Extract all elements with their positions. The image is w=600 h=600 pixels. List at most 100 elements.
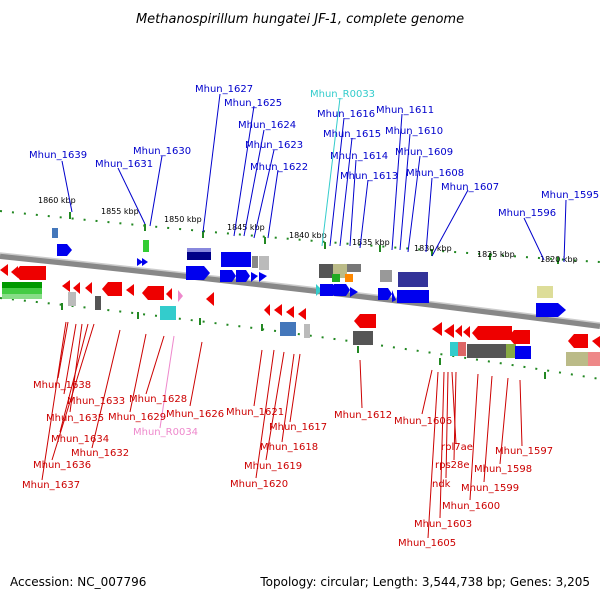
genome-backbone xyxy=(0,253,600,329)
gene-label: Mhun_1628 xyxy=(129,394,187,405)
gene-label: Mhun_1606 xyxy=(394,416,452,427)
gene-feature xyxy=(515,346,531,359)
gene-feature xyxy=(458,342,466,356)
gene-arrow xyxy=(0,264,8,276)
gene-feature xyxy=(397,290,429,303)
minus-strand-features xyxy=(0,264,600,366)
gene-label: Mhun_1639 xyxy=(29,150,87,161)
gene-label: Mhun_1619 xyxy=(244,461,302,472)
kbp-tick-labels: 1860 kbp 1855 kbp 1850 kbp 1845 kbp 1840… xyxy=(38,196,578,264)
gene-label: rps28e xyxy=(435,460,470,471)
gene-arrow xyxy=(472,326,512,340)
gene-label: Mhun_1605 xyxy=(398,538,456,549)
gene-label: Mhun_1635 xyxy=(46,413,104,424)
gene-arrow xyxy=(57,244,72,256)
topology-text: Topology: circular; Length: 3,544,738 bp… xyxy=(259,575,590,589)
gene-arrow xyxy=(508,330,530,344)
gene-feature xyxy=(566,352,588,366)
tick-label: 1835 kbp xyxy=(352,238,390,247)
gene-feature xyxy=(160,306,176,320)
gene-label: Mhun_R0033 xyxy=(310,89,375,100)
gene-label: Mhun_R0034 xyxy=(133,427,198,438)
tick-label: 1860 kbp xyxy=(38,196,76,205)
gene-label: Mhun_1611 xyxy=(376,105,434,116)
gene-feature xyxy=(143,240,149,252)
gene-arrow xyxy=(444,324,454,338)
gene-label: Mhun_1609 xyxy=(395,147,453,158)
gene-label: Mhun_1607 xyxy=(441,182,499,193)
gene-arrow xyxy=(206,292,214,306)
gene-label: Mhun_1616 xyxy=(317,109,375,120)
gene-feature xyxy=(347,264,361,272)
gene-arrow xyxy=(236,270,250,282)
gene-arrow xyxy=(62,280,70,292)
gene-label: Mhun_1630 xyxy=(133,146,191,157)
gene-arrow xyxy=(392,290,396,302)
gene-label: Mhun_1621 xyxy=(226,407,284,418)
outer-major-ticks xyxy=(69,212,559,264)
gene-label: Mhun_1627 xyxy=(195,84,253,95)
gene-label: Mhun_1634 xyxy=(51,434,109,445)
gene-label: Mhun_1610 xyxy=(385,126,443,137)
gene-label: Mhun_1618 xyxy=(260,442,318,453)
gene-label: Mhun_1617 xyxy=(269,422,327,433)
gene-arrow xyxy=(137,258,143,266)
gene-label: Mhun_1598 xyxy=(474,464,532,475)
inner-scale-ring xyxy=(0,297,600,380)
top-gene-labels: Mhun_1639 Mhun_1631 Mhun_1630 Mhun_1627 … xyxy=(29,84,599,219)
gene-label: Mhun_1626 xyxy=(166,409,224,420)
tick-label: 1850 kbp xyxy=(164,215,202,224)
rna-arrow xyxy=(178,290,183,302)
gene-arrow xyxy=(251,272,258,282)
gene-label: Mhun_1600 xyxy=(442,501,500,512)
tick-label: 1820 kbp xyxy=(540,255,578,264)
gene-arrow xyxy=(166,288,172,300)
tick-label: 1830 kbp xyxy=(414,244,452,253)
gene-feature xyxy=(450,342,458,356)
gene-label: Mhun_1597 xyxy=(495,446,553,457)
gene-arrow xyxy=(73,282,80,294)
tick-label: 1840 kbp xyxy=(289,231,327,240)
tick-label: 1825 kbp xyxy=(477,250,515,259)
gene-arrow xyxy=(334,284,350,296)
gene-label: rpl7ae xyxy=(441,442,473,453)
gene-arrow xyxy=(354,314,376,328)
gene-feature xyxy=(506,344,516,358)
gene-arrow xyxy=(259,272,267,282)
gene-arrow xyxy=(568,334,588,348)
gene-label: Mhun_1622 xyxy=(250,162,308,173)
gene-label: Mhun_1625 xyxy=(224,98,282,109)
gene-label: Mhun_1612 xyxy=(334,410,392,421)
gene-label: Mhun_1614 xyxy=(330,151,388,162)
gene-label: Mhun_1599 xyxy=(461,483,519,494)
gene-feature xyxy=(252,256,258,268)
map-title: Methanospirillum hungatei JF-1, complete… xyxy=(136,12,464,27)
accession-text: Accession: NC_007796 xyxy=(10,575,146,589)
gene-feature xyxy=(467,344,507,358)
gene-label: Mhun_1595 xyxy=(541,190,599,201)
gene-label: Mhun_1613 xyxy=(340,171,398,182)
gene-label: Mhun_1603 xyxy=(414,519,472,530)
gene-arrow xyxy=(298,308,306,320)
gene-feature xyxy=(187,248,211,252)
gene-arrow xyxy=(186,266,210,280)
gene-label: Mhun_1596 xyxy=(498,208,556,219)
gene-feature xyxy=(2,282,42,288)
gene-feature xyxy=(398,272,428,287)
gene-arrow xyxy=(274,304,282,316)
outer-scale-ring xyxy=(0,210,600,263)
gene-label: Mhun_1624 xyxy=(238,120,296,131)
gene-arrow xyxy=(102,282,122,296)
gene-arrow xyxy=(142,286,164,300)
gene-arrow xyxy=(320,284,338,296)
gene-feature xyxy=(319,264,333,278)
gene-label: Mhun_1632 xyxy=(71,448,129,459)
gene-feature xyxy=(304,324,310,338)
gene-feature xyxy=(280,322,296,336)
rna-arrow xyxy=(316,284,322,296)
gene-label: Mhun_1608 xyxy=(406,168,464,179)
gene-feature xyxy=(588,352,600,366)
gene-label: Mhun_1636 xyxy=(33,460,91,471)
gene-feature xyxy=(221,252,251,267)
gene-arrow xyxy=(350,287,358,297)
